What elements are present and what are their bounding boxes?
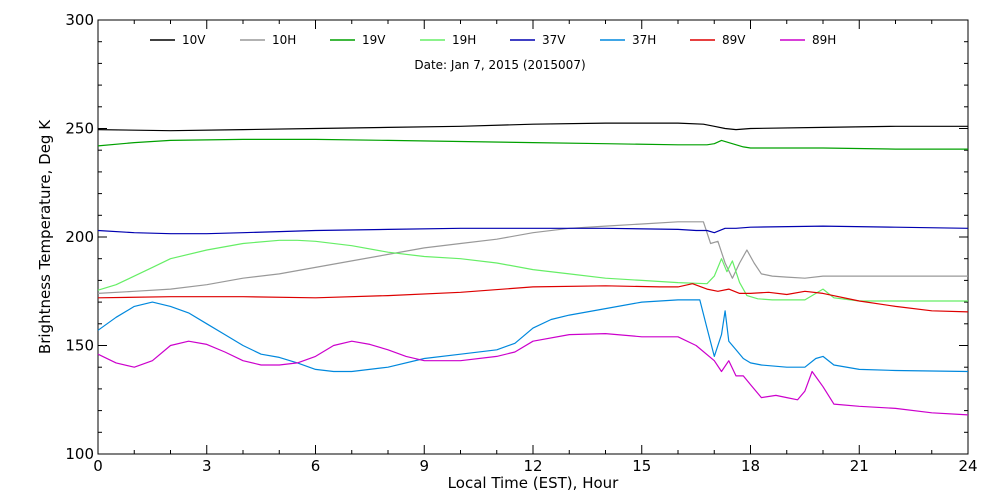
series-line-37h <box>97 299 969 373</box>
series-line-89h <box>97 333 969 416</box>
x-tick-label: 9 <box>419 457 429 475</box>
legend-label-10h: 10H <box>272 33 296 47</box>
series-line-89v <box>97 283 969 313</box>
series-line-10h <box>97 221 968 294</box>
legend-label-10v: 10V <box>182 33 206 47</box>
legend-label-37v: 37V <box>542 33 566 47</box>
x-tick-label: 0 <box>93 457 103 475</box>
x-tick-label: 15 <box>632 457 651 475</box>
x-tick-label: 21 <box>850 457 869 475</box>
series-line-19v <box>97 138 968 150</box>
axis-ticks: 0 3 6 9 12 15 18 21 24 100 150 200 250 300 <box>65 11 977 475</box>
y-tick-label: 150 <box>65 337 94 355</box>
series-line-19h <box>97 239 968 302</box>
y-axis-title: Brightness Temperature, Deg K <box>36 119 54 354</box>
series-line-10v <box>97 122 968 132</box>
x-axis-title: Local Time (EST), Hour <box>448 474 619 492</box>
legend-label-37h: 37H <box>632 33 656 47</box>
x-tick-label: 6 <box>311 457 321 475</box>
series-group <box>97 122 969 416</box>
y-tick-label: 200 <box>65 228 94 246</box>
legend: 10V 10H 19V 19H 37V 37H 89V 89H <box>150 33 836 47</box>
x-tick-label: 18 <box>741 457 760 475</box>
series-line-37v <box>97 225 969 235</box>
y-tick-label: 250 <box>65 120 94 138</box>
x-tick-label: 12 <box>523 457 542 475</box>
legend-label-19v: 19V <box>362 33 386 47</box>
plot-area <box>97 19 969 455</box>
y-tick-label: 300 <box>65 11 94 29</box>
plot-frame <box>97 19 969 455</box>
legend-label-89v: 89V <box>722 33 746 47</box>
legend-label-89h: 89H <box>812 33 836 47</box>
x-tick-label: 3 <box>202 457 212 475</box>
x-tick-label: 24 <box>958 457 977 475</box>
legend-label-19h: 19H <box>452 33 476 47</box>
y-tick-label: 100 <box>65 445 94 463</box>
date-annotation: Date: Jan 7, 2015 (2015007) <box>414 58 585 72</box>
